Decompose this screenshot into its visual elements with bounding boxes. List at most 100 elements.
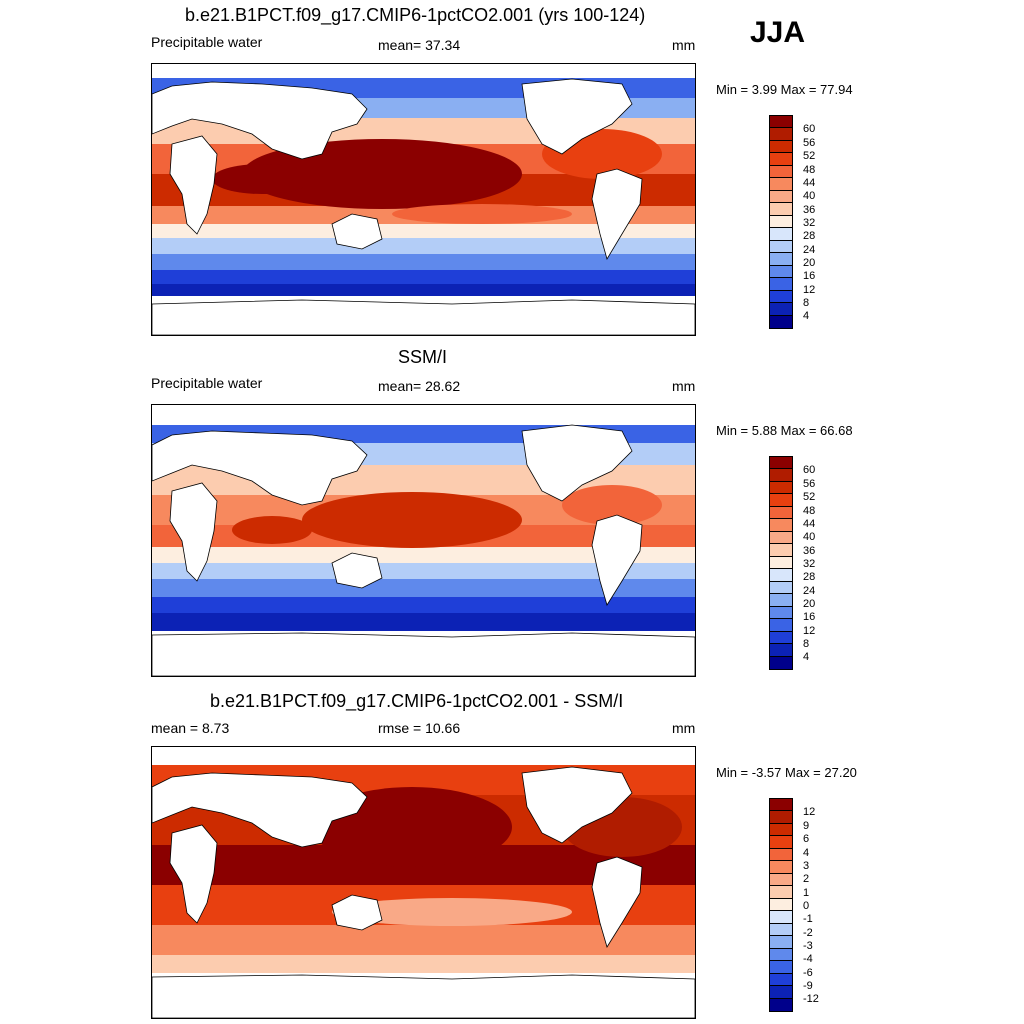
colorbar-swatch — [770, 656, 792, 669]
diff-colorbar — [769, 798, 793, 1012]
panel3-mean: mean = 8.73 — [151, 720, 230, 736]
cbar1-label: 40 — [803, 190, 816, 202]
cbar3-label: 3 — [803, 860, 810, 872]
cbar2-label: 8 — [803, 638, 810, 650]
colorbar-swatch — [770, 315, 792, 328]
colorbar-swatch — [770, 265, 792, 279]
cbar1-label: 12 — [803, 284, 816, 296]
colorbar-swatch — [770, 873, 792, 887]
obs-continents — [152, 424, 695, 676]
cbar1-label: 44 — [803, 177, 816, 189]
model-continents — [152, 78, 695, 335]
model-colorbar — [769, 115, 793, 329]
colorbar-swatch — [770, 998, 792, 1011]
colorbar-swatch — [770, 606, 792, 620]
cbar3-label: 4 — [803, 847, 810, 859]
colorbar-swatch — [770, 506, 792, 520]
cbar3-label: -4 — [803, 953, 813, 965]
cbar2-label: 36 — [803, 545, 816, 557]
cbar3-label: -9 — [803, 980, 813, 992]
cbar2-label: 44 — [803, 518, 816, 530]
colorbar-swatch — [770, 644, 792, 657]
panel1-variable: Precipitable water — [151, 34, 263, 50]
diff-map — [151, 746, 696, 1019]
colorbar-swatch — [770, 140, 792, 154]
cbar1-label: 56 — [803, 137, 816, 149]
colorbar-swatch — [770, 811, 792, 824]
colorbar-swatch — [770, 544, 792, 557]
colorbar-swatch — [770, 278, 792, 291]
cbar2-label: 16 — [803, 611, 816, 623]
cbar2-label: 28 — [803, 571, 816, 583]
cbar2-label: 48 — [803, 505, 816, 517]
colorbar-swatch — [770, 153, 792, 166]
panel2-mean: mean= 28.62 — [378, 378, 461, 394]
cbar2-label: 12 — [803, 625, 816, 637]
panel1-units: mm — [672, 37, 696, 53]
colorbar-swatch — [770, 253, 792, 266]
cbar3-label: 1 — [803, 887, 810, 899]
colorbar-swatch — [770, 303, 792, 316]
cbar1-label: 8 — [803, 297, 810, 309]
cbar1-label: 52 — [803, 150, 816, 162]
colorbar-swatch — [770, 116, 792, 129]
colorbar-swatch — [770, 848, 792, 862]
colorbar-swatch — [770, 290, 792, 304]
colorbar-swatch — [770, 936, 792, 949]
cbar3-label: -1 — [803, 913, 813, 925]
panel3-minmax: Min = -3.57 Max = 27.20 — [716, 765, 857, 780]
colorbar-swatch — [770, 531, 792, 545]
cbar1-label: 48 — [803, 164, 816, 176]
diff-continents — [152, 766, 695, 1018]
cbar2-label: 20 — [803, 598, 816, 610]
panel1-minmax: Min = 3.99 Max = 77.94 — [716, 82, 853, 97]
colorbar-swatch — [770, 823, 792, 837]
cbar3-label: -2 — [803, 927, 813, 939]
colorbar-swatch — [770, 836, 792, 849]
cbar3-label: -6 — [803, 967, 813, 979]
colorbar-swatch — [770, 178, 792, 191]
colorbar-swatch — [770, 799, 792, 812]
panel2-variable: Precipitable water — [151, 375, 263, 391]
cbar1-label: 32 — [803, 217, 816, 229]
cbar2-label: 40 — [803, 531, 816, 543]
colorbar-swatch — [770, 165, 792, 179]
colorbar-swatch — [770, 619, 792, 632]
cbar1-label: 36 — [803, 204, 816, 216]
cbar1-label: 16 — [803, 270, 816, 282]
panel3-title: b.e21.B1PCT.f09_g17.CMIP6-1pctCO2.001 - … — [210, 691, 624, 711]
colorbar-swatch — [770, 973, 792, 987]
colorbar-swatch — [770, 886, 792, 899]
obs-map — [151, 404, 696, 677]
cbar1-label: 24 — [803, 244, 816, 256]
cbar1-label: 60 — [803, 123, 816, 135]
colorbar-swatch — [770, 228, 792, 241]
panel3-units: mm — [672, 720, 696, 736]
cbar2-label: 32 — [803, 558, 816, 570]
cbar2-label: 4 — [803, 651, 810, 663]
cbar3-label: 9 — [803, 820, 810, 832]
cbar3-label: 2 — [803, 873, 810, 885]
colorbar-swatch — [770, 631, 792, 645]
colorbar-swatch — [770, 594, 792, 607]
cbar2-label: 56 — [803, 478, 816, 490]
colorbar-swatch — [770, 569, 792, 582]
panel2-minmax: Min = 5.88 Max = 66.68 — [716, 423, 853, 438]
colorbar-swatch — [770, 986, 792, 999]
colorbar-swatch — [770, 898, 792, 912]
cbar1-label: 20 — [803, 257, 816, 269]
cbar3-label: 6 — [803, 833, 810, 845]
colorbar-swatch — [770, 961, 792, 974]
colorbar-swatch — [770, 481, 792, 495]
colorbar-swatch — [770, 190, 792, 204]
colorbar-swatch — [770, 240, 792, 254]
colorbar-swatch — [770, 861, 792, 874]
colorbar-swatch — [770, 556, 792, 570]
colorbar-swatch — [770, 215, 792, 229]
cbar1-label: 4 — [803, 310, 810, 322]
panel2-units: mm — [672, 378, 696, 394]
cbar3-label: -3 — [803, 940, 813, 952]
colorbar-swatch — [770, 519, 792, 532]
panel1-mean: mean= 37.34 — [378, 37, 461, 53]
colorbar-swatch — [770, 923, 792, 937]
